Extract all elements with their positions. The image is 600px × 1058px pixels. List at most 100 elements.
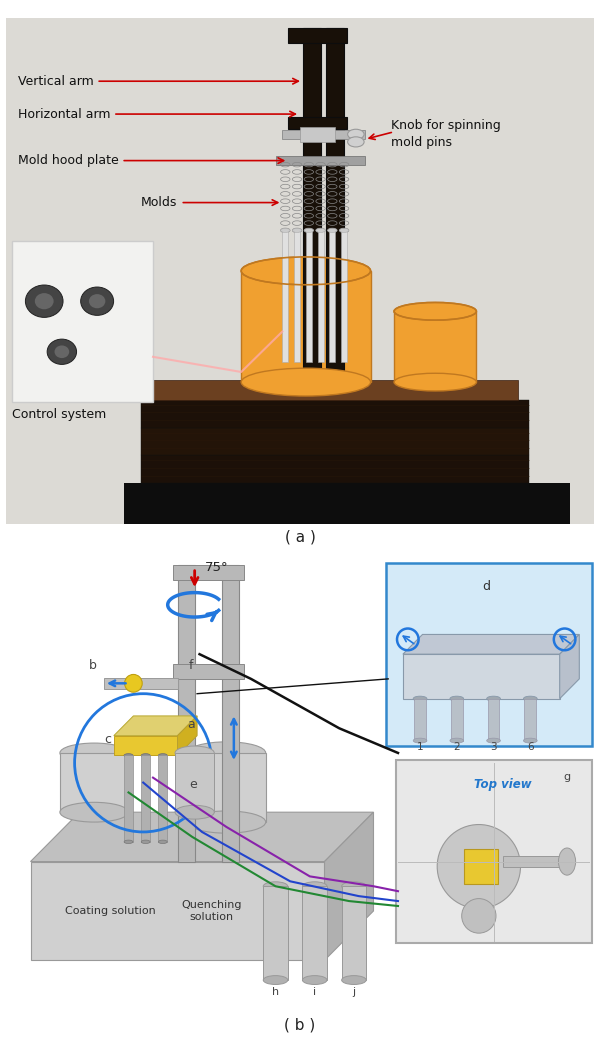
Polygon shape [31,813,373,861]
Text: 3: 3 [490,743,497,752]
Polygon shape [31,861,325,961]
Ellipse shape [341,881,366,891]
Ellipse shape [302,975,327,985]
Bar [288,116,347,129]
Bar [158,755,167,842]
Bar [241,271,371,382]
Text: Top view: Top view [474,778,532,790]
Text: Coating solution: Coating solution [65,906,155,916]
Text: ( a ): ( a ) [284,530,316,545]
Ellipse shape [175,746,214,760]
Bar [124,755,133,842]
Ellipse shape [292,229,302,233]
Bar [221,565,239,861]
Ellipse shape [450,738,464,743]
Bar [303,29,320,382]
Ellipse shape [158,840,167,843]
Bar [329,231,335,362]
Circle shape [80,287,113,315]
Text: 75°: 75° [205,562,228,574]
Ellipse shape [487,738,500,743]
Bar [306,231,312,362]
Ellipse shape [263,881,288,891]
Ellipse shape [187,742,266,764]
Ellipse shape [141,753,150,758]
Polygon shape [325,813,373,961]
Polygon shape [560,635,580,698]
Bar [141,427,529,455]
Text: Molds: Molds [141,196,278,209]
Ellipse shape [316,229,325,233]
Ellipse shape [302,881,327,891]
Ellipse shape [347,129,364,140]
Text: e: e [190,778,197,790]
Ellipse shape [347,136,364,147]
Bar [187,753,266,822]
Bar [277,156,365,165]
Ellipse shape [341,975,366,985]
Bar [326,29,344,382]
Bar [173,565,244,580]
Ellipse shape [124,753,133,758]
Ellipse shape [304,229,314,233]
Bar [294,231,300,362]
Bar [178,565,194,861]
FancyBboxPatch shape [395,761,592,943]
Text: f: f [189,659,193,672]
Text: Vertical arm: Vertical arm [18,75,298,88]
Bar [524,698,536,741]
Ellipse shape [328,229,337,233]
Ellipse shape [523,738,537,743]
Bar [175,753,214,813]
Ellipse shape [187,810,266,834]
Bar [302,887,327,980]
Bar [503,856,567,868]
Bar [341,231,347,362]
Ellipse shape [450,696,464,701]
Polygon shape [178,716,197,755]
Text: Knob for spinning
mold pins: Knob for spinning mold pins [391,120,501,149]
Text: 1: 1 [417,743,424,752]
Text: Quenching
solution: Quenching solution [182,900,242,922]
Bar [141,755,150,842]
Ellipse shape [124,840,133,843]
Ellipse shape [340,229,349,233]
Text: Mold hood plate: Mold hood plate [18,154,284,167]
Ellipse shape [394,373,476,391]
Ellipse shape [413,696,427,701]
Bar [451,698,463,741]
Polygon shape [403,635,580,654]
Circle shape [25,285,63,317]
Ellipse shape [394,303,476,321]
Bar [300,127,335,142]
Ellipse shape [487,696,500,701]
Circle shape [47,340,77,364]
Ellipse shape [281,229,290,233]
Text: g: g [563,772,571,782]
Ellipse shape [60,743,128,763]
Ellipse shape [559,849,575,875]
Bar [173,664,244,679]
Text: h: h [272,987,279,997]
Bar [283,130,365,140]
Bar [288,29,347,43]
Bar [12,240,153,402]
Ellipse shape [413,738,427,743]
Circle shape [89,294,106,308]
Bar [283,231,288,362]
Ellipse shape [523,696,537,701]
Circle shape [125,674,142,692]
Bar [60,753,128,813]
Bar [141,455,529,484]
Text: d: d [482,580,490,594]
Ellipse shape [263,975,288,985]
Polygon shape [114,716,197,735]
Ellipse shape [241,368,371,396]
Circle shape [55,346,69,358]
Text: 2: 2 [454,743,460,752]
Bar [263,887,288,980]
Polygon shape [114,735,178,755]
Circle shape [35,293,53,309]
Bar [104,678,178,689]
Circle shape [437,824,520,909]
